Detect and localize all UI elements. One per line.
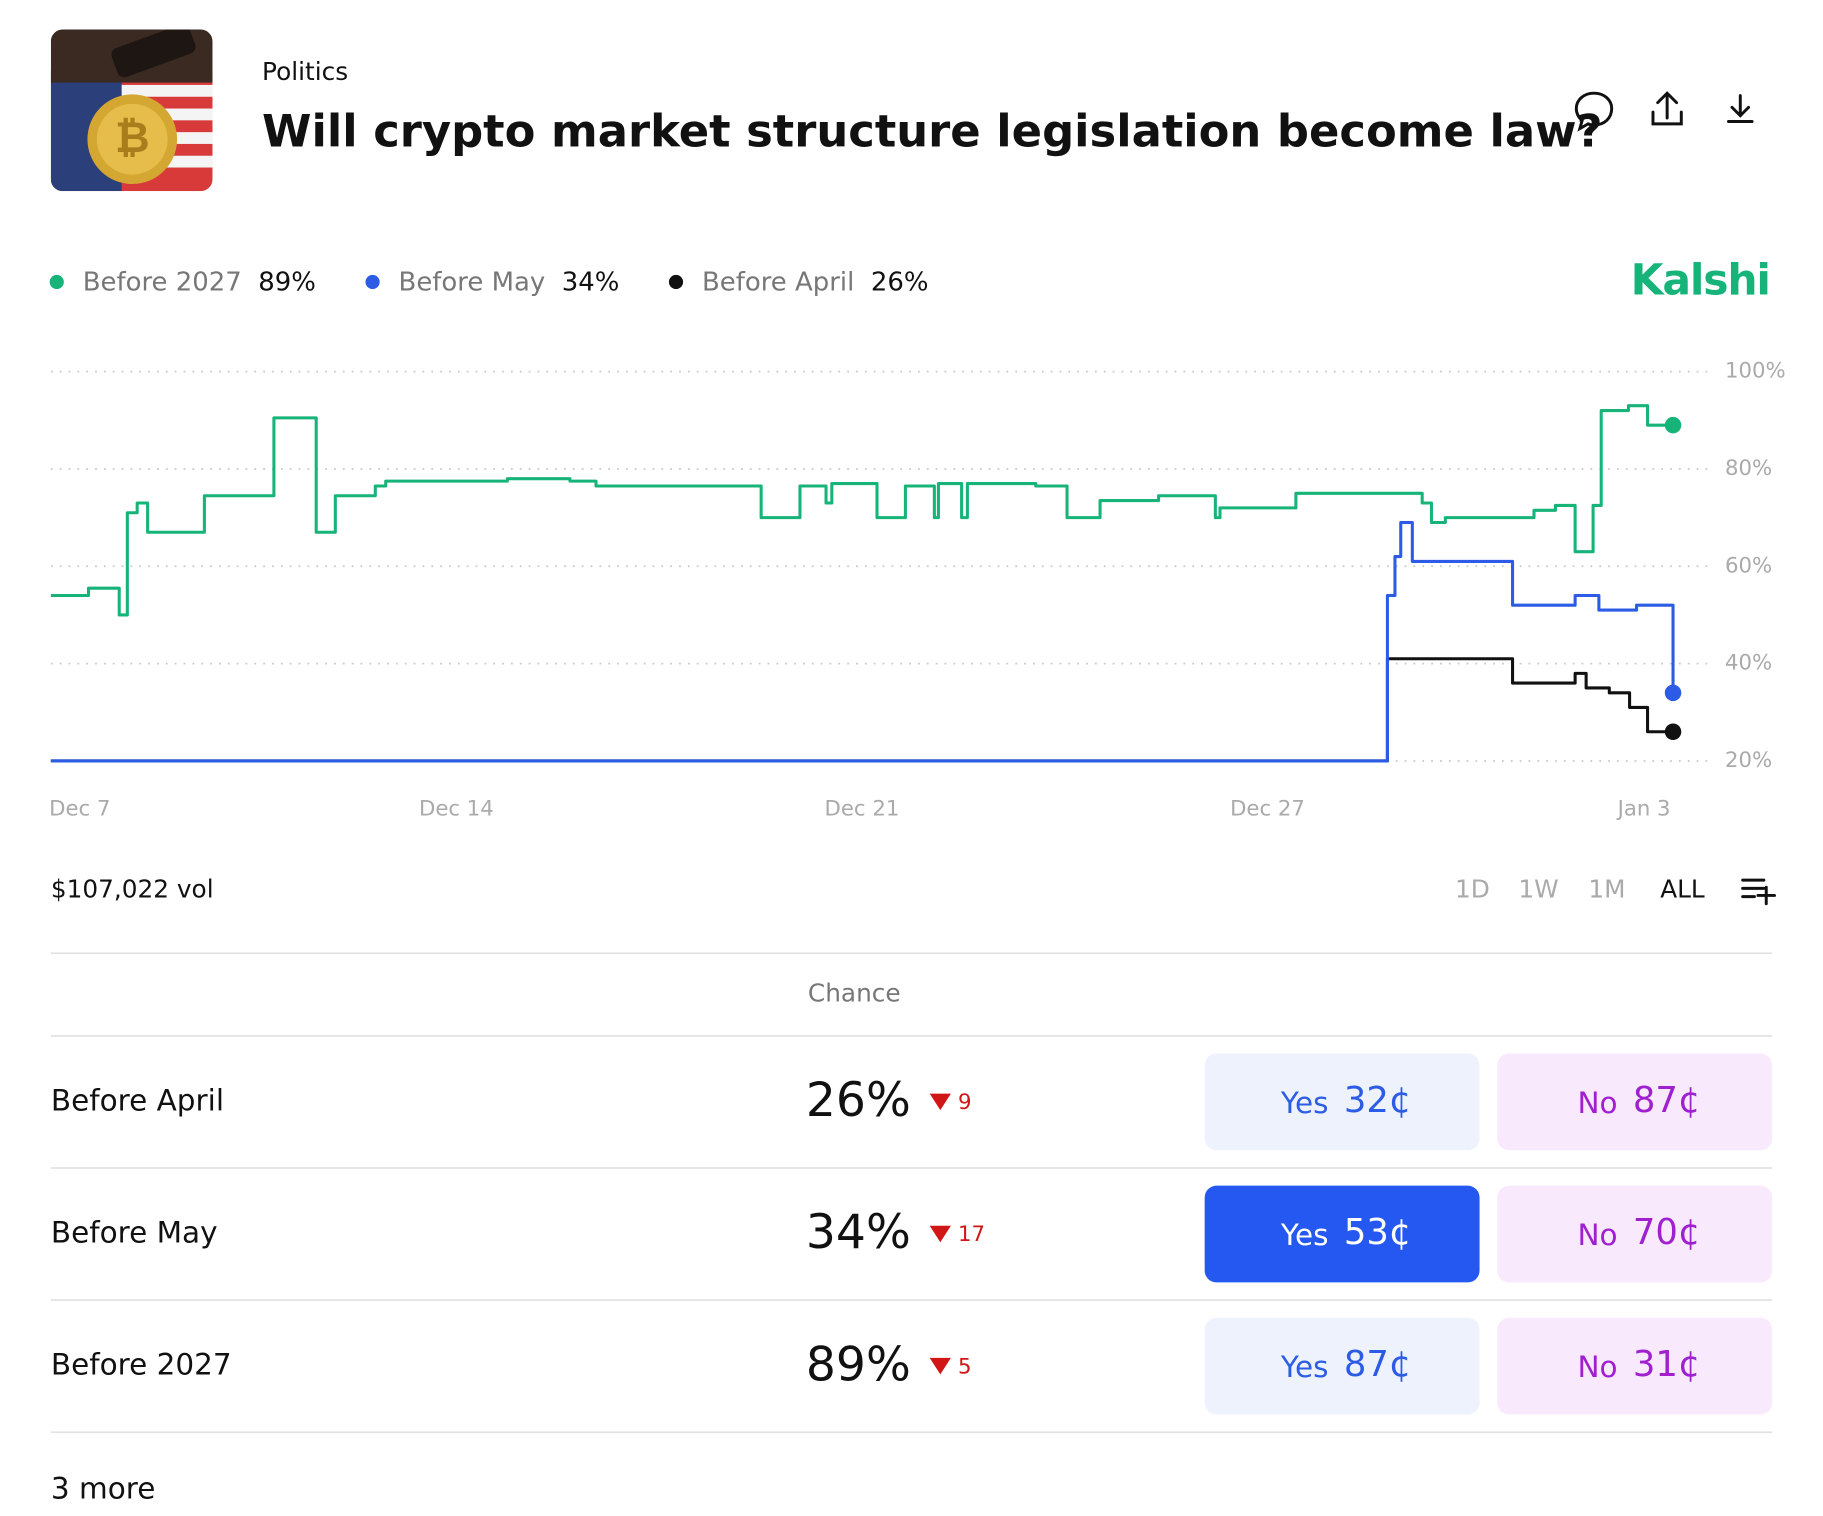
series-line [50, 520, 1675, 763]
chance: 26% [806, 1073, 911, 1128]
legend-name: Before 2027 [83, 268, 242, 298]
market-image: ₿ [50, 29, 213, 192]
change: 9 [958, 1090, 972, 1115]
legend-dot [668, 274, 684, 290]
svg-text:₿: ₿ [115, 114, 150, 163]
change: 17 [958, 1222, 985, 1247]
volume: $107,022 vol [51, 875, 214, 904]
brand-logo: Kalshi [1631, 257, 1770, 306]
comment-icon[interactable] [1574, 91, 1614, 132]
down-arrow [929, 1093, 951, 1111]
series-line [50, 657, 1674, 763]
end-dot [1664, 723, 1682, 741]
range-button[interactable]: 1D [1455, 875, 1490, 904]
yes-button[interactable] [1204, 1185, 1480, 1283]
legend-value: 89% [258, 268, 316, 298]
x-tick-label: Dec 27 [1230, 796, 1305, 821]
yes-button[interactable] [1204, 1317, 1480, 1415]
more-link[interactable]: 3 more [51, 1472, 156, 1506]
x-tick-label: Dec 14 [419, 796, 494, 821]
y-tick-label: 20% [1725, 748, 1772, 773]
category: Politics [262, 57, 348, 86]
x-tick-label: Dec 7 [49, 796, 110, 821]
legend-name: Before April [702, 268, 854, 298]
yes-button[interactable] [1204, 1053, 1480, 1151]
no-button[interactable] [1497, 1053, 1773, 1151]
series-line [50, 404, 1674, 617]
end-dot [1664, 684, 1682, 702]
download-icon[interactable] [1727, 94, 1754, 123]
no-label[interactable]: No [1577, 1350, 1617, 1384]
y-tick-label: 100% [1725, 359, 1786, 384]
legend-name: Before May [399, 268, 546, 298]
outcome-name: Before April [51, 1083, 224, 1117]
no-price[interactable]: 70¢ [1633, 1212, 1701, 1253]
y-tick-label: 80% [1725, 456, 1772, 481]
market-title: Will crypto market structure legislation… [262, 104, 1603, 157]
down-arrow [929, 1225, 951, 1243]
no-price[interactable]: 87¢ [1633, 1080, 1701, 1121]
yes-price[interactable]: 32¢ [1344, 1080, 1412, 1121]
yes-label[interactable]: Yes [1280, 1086, 1329, 1120]
chance: 34% [806, 1205, 911, 1260]
end-dot [1664, 416, 1682, 434]
x-tick-label: Dec 21 [825, 796, 900, 821]
share-icon[interactable] [1651, 91, 1683, 126]
chart-settings-icon[interactable] [1741, 878, 1776, 906]
no-label[interactable]: No [1577, 1218, 1617, 1252]
no-button[interactable] [1497, 1185, 1773, 1283]
yes-label[interactable]: Yes [1280, 1218, 1329, 1252]
table-header: Chance [808, 979, 901, 1008]
legend-dot [49, 274, 64, 290]
no-button[interactable] [1497, 1317, 1773, 1415]
range-button[interactable]: ALL [1660, 875, 1705, 904]
x-tick-label: Jan 3 [1616, 796, 1671, 821]
y-tick-label: 40% [1725, 651, 1772, 676]
outcome-name: Before May [51, 1216, 218, 1250]
yes-label[interactable]: Yes [1280, 1350, 1329, 1384]
yes-price[interactable]: 87¢ [1344, 1344, 1412, 1385]
chance: 89% [806, 1337, 911, 1392]
no-price[interactable]: 31¢ [1633, 1344, 1701, 1385]
no-label[interactable]: No [1577, 1086, 1617, 1120]
range-button[interactable]: 1M [1588, 875, 1625, 904]
yes-price[interactable]: 53¢ [1344, 1212, 1412, 1253]
outcome-name: Before 2027 [51, 1348, 232, 1382]
range-button[interactable]: 1W [1518, 875, 1558, 904]
legend-value: 34% [562, 268, 620, 298]
legend-dot [365, 274, 380, 290]
down-arrow [929, 1357, 951, 1375]
legend-value: 26% [871, 268, 929, 298]
y-tick-label: 60% [1725, 553, 1772, 578]
change: 5 [958, 1354, 972, 1379]
